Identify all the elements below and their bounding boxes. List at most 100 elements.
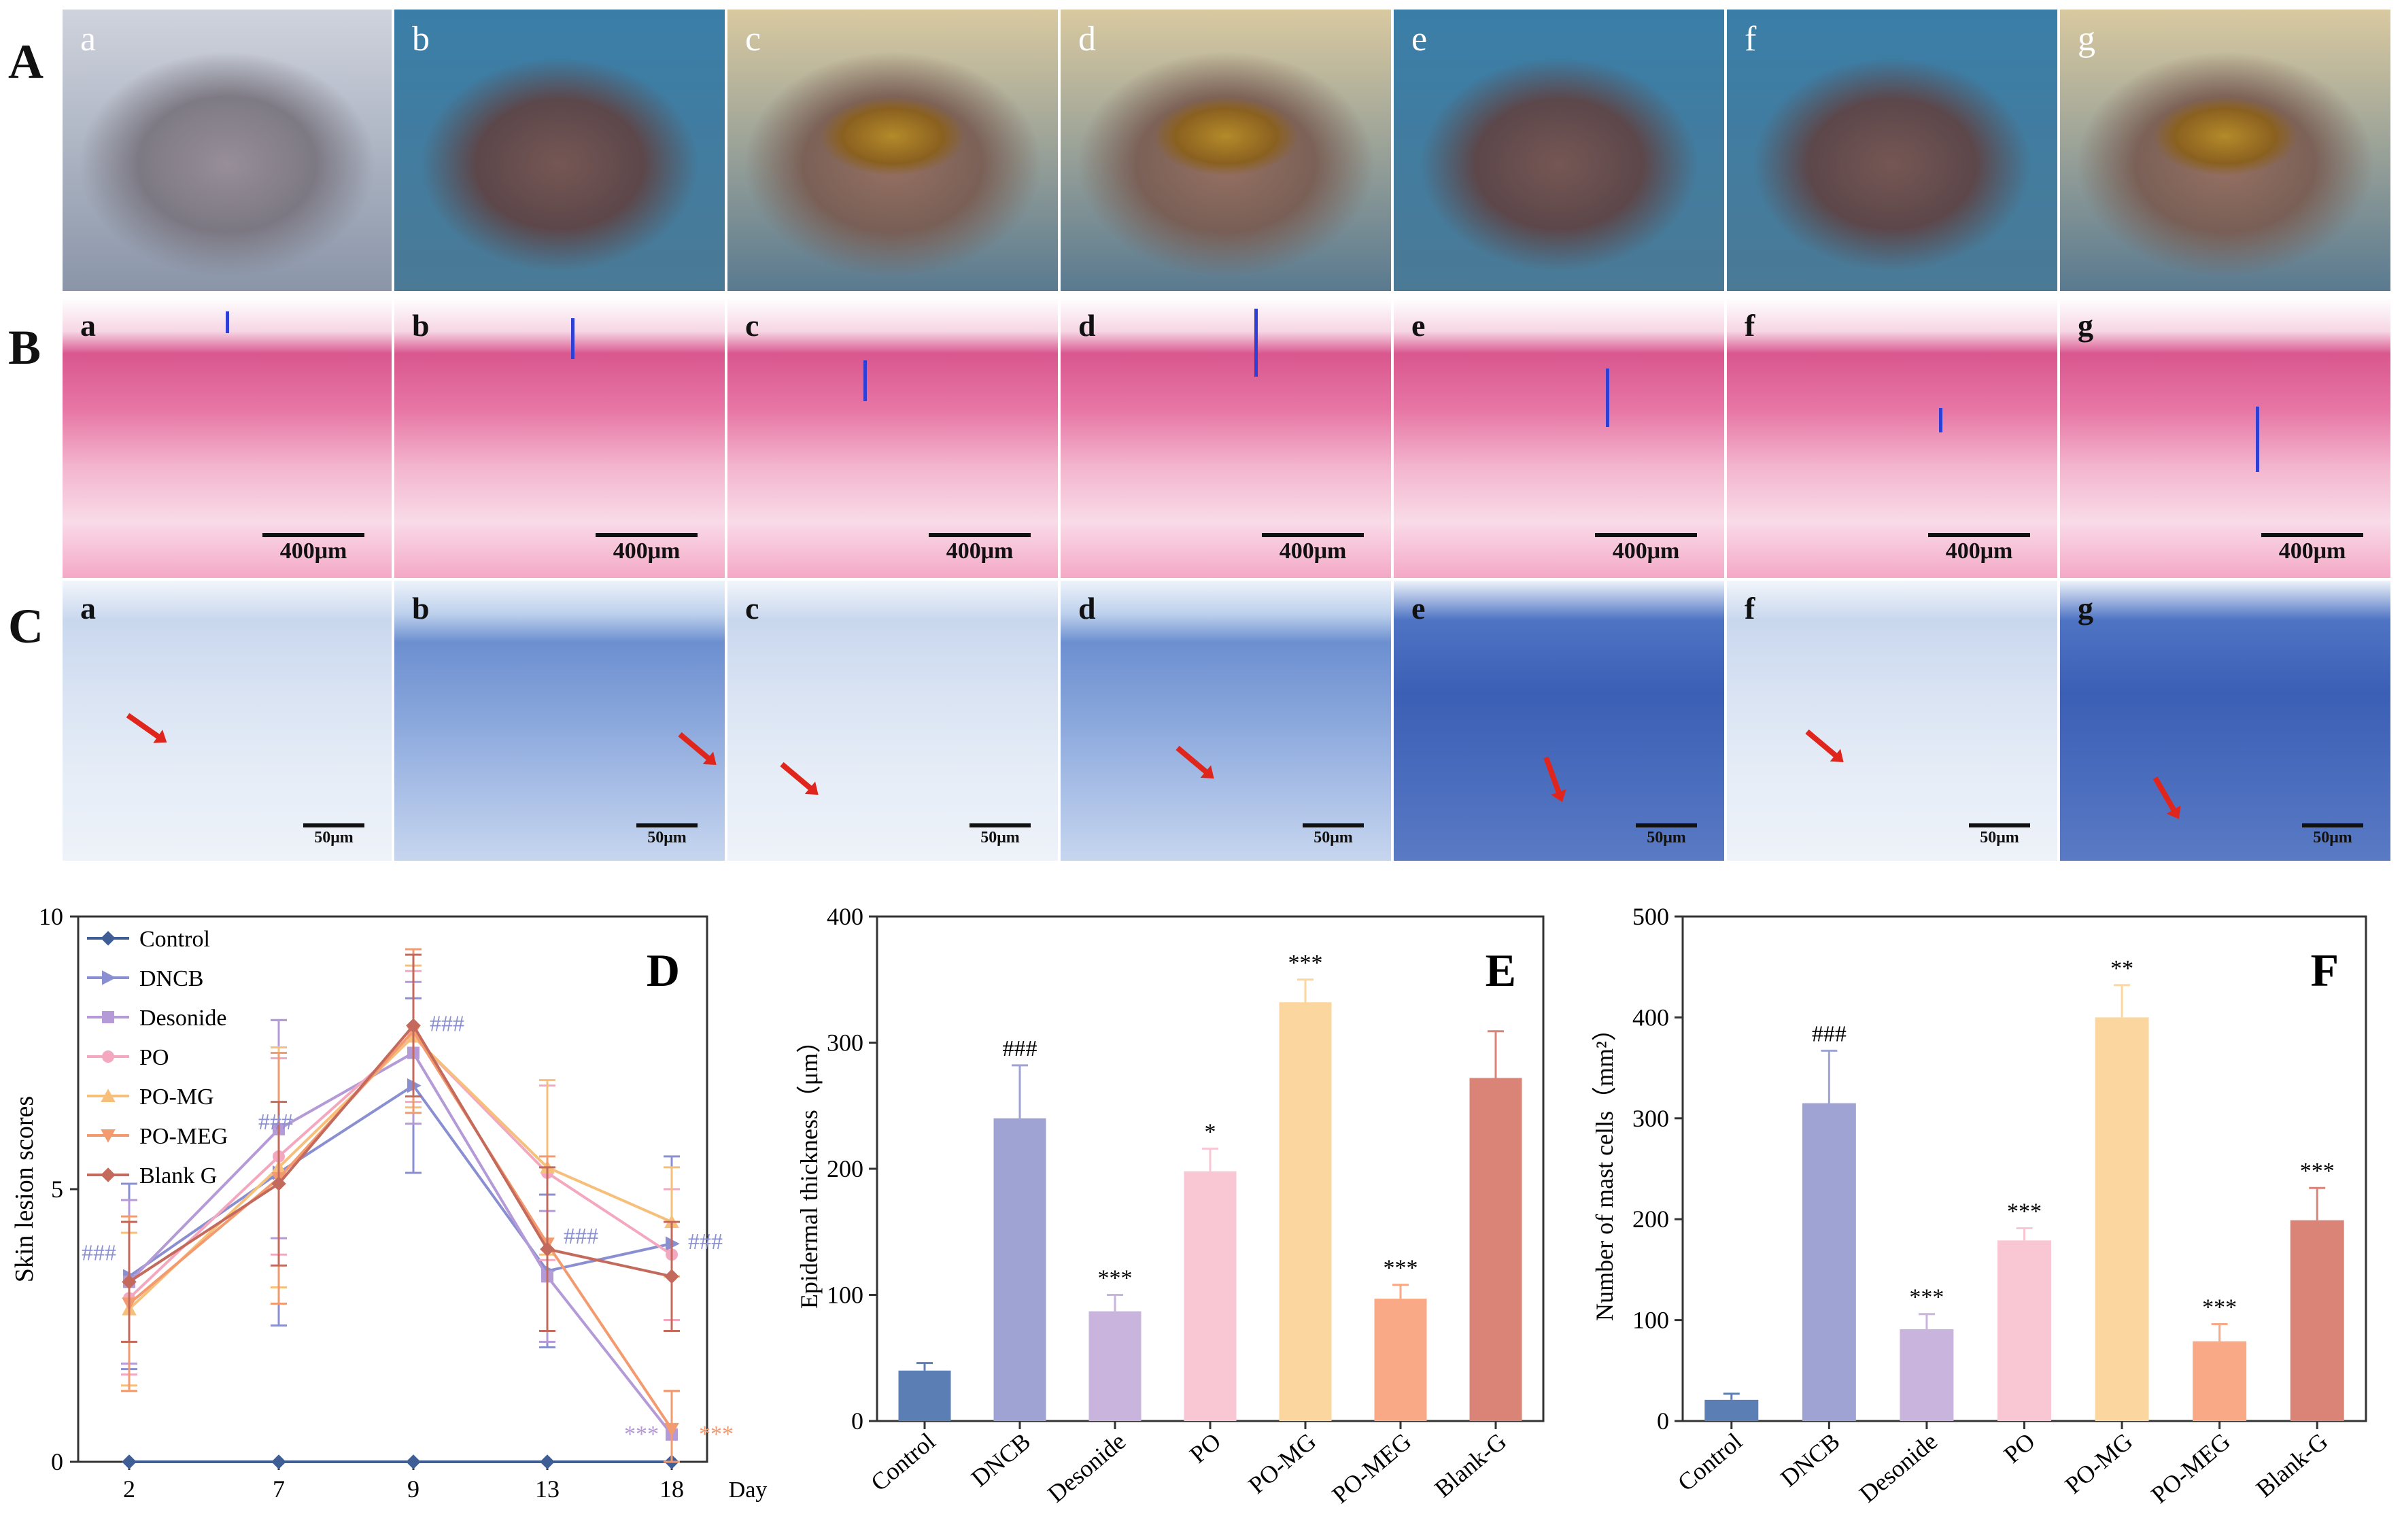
- legend-marker: [101, 1089, 116, 1102]
- y-tick-label: 300: [1632, 1105, 1669, 1132]
- significance-label: ***: [2007, 1199, 2042, 1225]
- x-tick-label: 9: [407, 1475, 419, 1503]
- x-tick-label: PO: [1184, 1427, 1226, 1468]
- scale-bar: 400μm: [2261, 533, 2363, 564]
- significance-label: ###: [564, 1224, 598, 1249]
- bar-group-control: [1704, 1392, 1759, 1421]
- scale-label: 400μm: [1945, 538, 2013, 564]
- significance-label: ###: [688, 1229, 723, 1254]
- bar-group-dncb: ###: [1802, 1021, 1856, 1421]
- bar-group-dncb: ###: [993, 1036, 1046, 1421]
- y-tick-label: 0: [1657, 1407, 1669, 1435]
- panel-letter: a: [80, 20, 97, 58]
- epidermis-marker: [571, 318, 574, 359]
- legend-label: Control: [139, 927, 210, 952]
- significance-label: *: [1205, 1119, 1216, 1144]
- tb-panel-f: f 50μm: [1727, 581, 2060, 861]
- legend-label: PO-MEG: [139, 1124, 228, 1149]
- scale-bar: 50μm: [636, 823, 698, 847]
- y-tick-label: 500: [1632, 903, 1669, 930]
- x-tick-label: Desonide: [1042, 1427, 1131, 1507]
- tb-panel-d: d 50μm: [1061, 581, 1394, 861]
- panel-letter: c: [745, 20, 761, 58]
- bar-group-desonide: ***: [1088, 1266, 1142, 1421]
- plot-frame: [77, 915, 708, 1463]
- scale-label: 50μm: [314, 829, 354, 846]
- scale-bar: 50μm: [1969, 823, 2030, 847]
- scale-bar: 50μm: [1303, 823, 1364, 847]
- tb-panel-b: b 50μm: [394, 581, 727, 861]
- data-point: [271, 1454, 286, 1469]
- epidermis-marker: [863, 360, 867, 401]
- scale-bar: 400μm: [262, 533, 364, 564]
- scale-label: 50μm: [1314, 829, 1353, 846]
- y-tick-label: 0: [51, 1448, 63, 1475]
- y-axis-label: Epidermal thickness（μm）: [795, 1029, 823, 1309]
- y-tick-label: 300: [827, 1029, 863, 1057]
- legend-marker: [101, 1167, 116, 1182]
- x-tick-label: PO-MG: [2060, 1427, 2138, 1499]
- significance-label: ***: [2300, 1159, 2335, 1184]
- bar: [1374, 1299, 1427, 1421]
- mast-cell-arrow: [126, 713, 163, 741]
- legend-label: PO: [139, 1045, 169, 1070]
- panel-letter: g: [2078, 591, 2093, 626]
- legend-marker: [102, 1011, 114, 1023]
- x-tick-label: 2: [123, 1475, 135, 1503]
- data-point: [664, 1422, 679, 1437]
- bar-group-po: *: [1184, 1119, 1237, 1421]
- significance-label: ***: [1909, 1285, 1944, 1310]
- legend-marker: [102, 1050, 114, 1063]
- legend-label: DNCB: [139, 966, 203, 991]
- he-panel-d: d 400μm: [1061, 298, 1394, 578]
- bar: [1184, 1171, 1237, 1421]
- epidermis-marker: [1254, 309, 1258, 377]
- series-desonide: [121, 980, 680, 1463]
- bar: [1469, 1078, 1522, 1421]
- significance-label: ***: [624, 1422, 659, 1447]
- y-tick-label: 100: [1632, 1307, 1669, 1334]
- photo-panel-b: b: [394, 10, 727, 291]
- significance-label: ###: [82, 1240, 116, 1265]
- scale-label: 50μm: [980, 829, 1020, 846]
- panel-letter: c: [745, 591, 759, 626]
- he-panel-b: b 400μm: [394, 298, 727, 578]
- bar-group-po-mg: ***: [1279, 951, 1332, 1421]
- photo-panel-f: f: [1727, 10, 2060, 291]
- epidermis-marker: [2256, 407, 2259, 472]
- photo-panel-a: a: [63, 10, 394, 291]
- significance-label: ###: [258, 1110, 293, 1135]
- panel-letter: b: [412, 308, 430, 343]
- scale-label: 400μm: [279, 538, 347, 564]
- he-panel-f: f 400μm: [1727, 298, 2060, 578]
- bar-group-blank-g: [1469, 1030, 1522, 1421]
- photo-panel-d: d: [1061, 10, 1394, 291]
- legend: Control DNCB Desonide PO PO-MG PO-MEG Blank G: [87, 927, 228, 1188]
- bar: [898, 1370, 951, 1421]
- panel-letter: e: [1411, 591, 1426, 626]
- he-panel-g: g 400μm: [2060, 298, 2393, 578]
- tb-panel-c: c 50μm: [727, 581, 1061, 861]
- x-tick-label: Blank-G: [2251, 1427, 2333, 1502]
- scale-label: 400μm: [1612, 538, 1680, 564]
- scale-bar: 400μm: [596, 533, 698, 564]
- y-axis-label: Number of mast cells（mm²）: [1591, 1016, 1618, 1321]
- legend-marker: [102, 970, 116, 985]
- data-point: [540, 1454, 555, 1469]
- bar-group-po: ***: [1997, 1199, 2051, 1421]
- scale-label: 400μm: [946, 538, 1014, 564]
- epidermis-marker: [1606, 369, 1609, 427]
- panel-letter: c: [745, 308, 759, 343]
- x-tick-label: PO-MG: [1243, 1427, 1322, 1499]
- x-tick-label: Desonide: [1854, 1427, 1942, 1507]
- bar-group-blank-g: ***: [2290, 1159, 2344, 1421]
- mast-cell-arrow: [1176, 745, 1211, 776]
- panel-label: F: [2310, 944, 2339, 996]
- row-label-b: B: [8, 320, 41, 375]
- bar: [1900, 1329, 1954, 1421]
- bar: [1997, 1240, 2051, 1421]
- chart-mast-cells: 0 100 200 300 400 500 Number of mast cells（mm²…: [1591, 903, 2367, 1509]
- x-tick-label: PO-MEG: [2146, 1427, 2235, 1508]
- mast-cell-arrow: [780, 762, 815, 793]
- panel-letter: d: [1078, 308, 1096, 343]
